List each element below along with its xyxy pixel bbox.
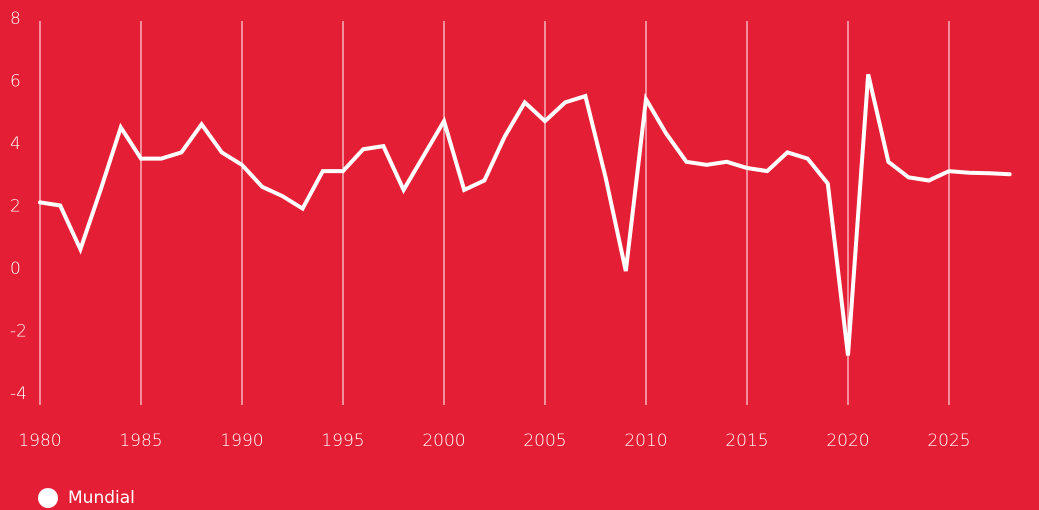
x-tick-label: 1995 bbox=[321, 431, 364, 451]
series-line-mundial bbox=[38, 73, 1012, 356]
y-tick-label: 8 bbox=[10, 9, 21, 29]
y-tick-label: -4 bbox=[10, 384, 27, 404]
x-axis-ticks: 1980 1985 1990 1995 2000 2005 2010 2015 2020 2025 bbox=[18, 431, 970, 451]
legend: Mundial bbox=[38, 488, 135, 508]
legend-label: Mundial bbox=[68, 488, 135, 508]
y-tick-label: 2 bbox=[10, 197, 21, 217]
x-tick-label: 2020 bbox=[826, 431, 869, 451]
x-tick-label: 2005 bbox=[523, 431, 566, 451]
x-tick-label: 2000 bbox=[422, 431, 465, 451]
x-tick-label: 1980 bbox=[18, 431, 61, 451]
x-tick-label: 1990 bbox=[220, 431, 263, 451]
x-tick-label: 1985 bbox=[119, 431, 162, 451]
x-tick-label: 2015 bbox=[725, 431, 768, 451]
series-layer bbox=[38, 73, 1012, 356]
y-tick-label: 4 bbox=[10, 134, 21, 154]
x-tick-label: 2025 bbox=[927, 431, 970, 451]
line-chart: 8 6 4 2 0 -2 -4 1980 1985 1990 1995 2000 2005 2010 20… bbox=[10, 9, 1012, 451]
grid-lines bbox=[140, 21, 950, 405]
y-tick-label: -2 bbox=[10, 322, 27, 342]
y-tick-label: 6 bbox=[10, 72, 21, 92]
y-tick-label: 0 bbox=[10, 259, 21, 279]
x-tick-label: 2010 bbox=[624, 431, 667, 451]
legend-marker-icon bbox=[38, 488, 58, 508]
y-axis-ticks: 8 6 4 2 0 -2 -4 bbox=[10, 9, 27, 404]
